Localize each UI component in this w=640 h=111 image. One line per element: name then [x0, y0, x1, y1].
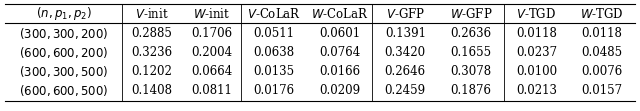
Text: 0.0076: 0.0076	[582, 65, 623, 78]
Text: 0.1876: 0.1876	[451, 84, 492, 97]
Text: 0.0237: 0.0237	[516, 46, 557, 59]
Text: $W$-CoLaR: $W$-CoLaR	[311, 7, 369, 21]
Text: 0.1202: 0.1202	[131, 65, 172, 78]
Text: 0.2459: 0.2459	[385, 84, 426, 97]
Text: $(600,600,500)$: $(600,600,500)$	[19, 83, 108, 98]
Text: 0.1655: 0.1655	[451, 46, 492, 59]
Text: 0.0176: 0.0176	[253, 84, 294, 97]
Text: 0.0118: 0.0118	[516, 27, 557, 40]
Text: 0.1391: 0.1391	[385, 27, 426, 40]
Text: 0.2646: 0.2646	[385, 65, 426, 78]
Text: 0.2885: 0.2885	[131, 27, 172, 40]
Text: 0.0209: 0.0209	[319, 84, 360, 97]
Text: 0.0485: 0.0485	[582, 46, 623, 59]
Text: 0.0511: 0.0511	[253, 27, 294, 40]
Text: 0.3420: 0.3420	[385, 46, 426, 59]
Text: 0.0664: 0.0664	[191, 65, 232, 78]
Text: $(300,300,500)$: $(300,300,500)$	[19, 64, 108, 79]
Text: $(n,p_1,p_2)$: $(n,p_1,p_2)$	[36, 5, 92, 22]
Text: 0.2004: 0.2004	[191, 46, 232, 59]
Text: $W$-GFP: $W$-GFP	[449, 7, 492, 21]
Text: 0.0166: 0.0166	[319, 65, 360, 78]
Text: $W$-init: $W$-init	[193, 7, 230, 21]
Text: 0.0135: 0.0135	[253, 65, 294, 78]
Text: 0.0811: 0.0811	[191, 84, 232, 97]
Text: $V$-TGD: $V$-TGD	[516, 7, 556, 21]
Text: 0.3236: 0.3236	[131, 46, 172, 59]
Text: 0.2636: 0.2636	[451, 27, 492, 40]
Text: $(600,600,200)$: $(600,600,200)$	[19, 45, 108, 60]
Text: $V$-init: $V$-init	[135, 7, 168, 21]
Text: $V$-GFP: $V$-GFP	[386, 7, 425, 21]
Text: 0.1706: 0.1706	[191, 27, 232, 40]
Text: 0.0601: 0.0601	[319, 27, 360, 40]
Text: $(300,300,200)$: $(300,300,200)$	[19, 26, 108, 41]
Text: $V$-CoLaR: $V$-CoLaR	[247, 7, 301, 21]
Text: 0.0764: 0.0764	[319, 46, 360, 59]
Text: $W$-TGD: $W$-TGD	[580, 7, 624, 21]
Text: 0.0118: 0.0118	[582, 27, 623, 40]
Text: 0.0157: 0.0157	[582, 84, 623, 97]
Text: 0.0100: 0.0100	[516, 65, 557, 78]
Text: 0.1408: 0.1408	[131, 84, 172, 97]
Text: 0.3078: 0.3078	[451, 65, 492, 78]
Text: 0.0213: 0.0213	[516, 84, 557, 97]
Text: 0.0638: 0.0638	[253, 46, 294, 59]
